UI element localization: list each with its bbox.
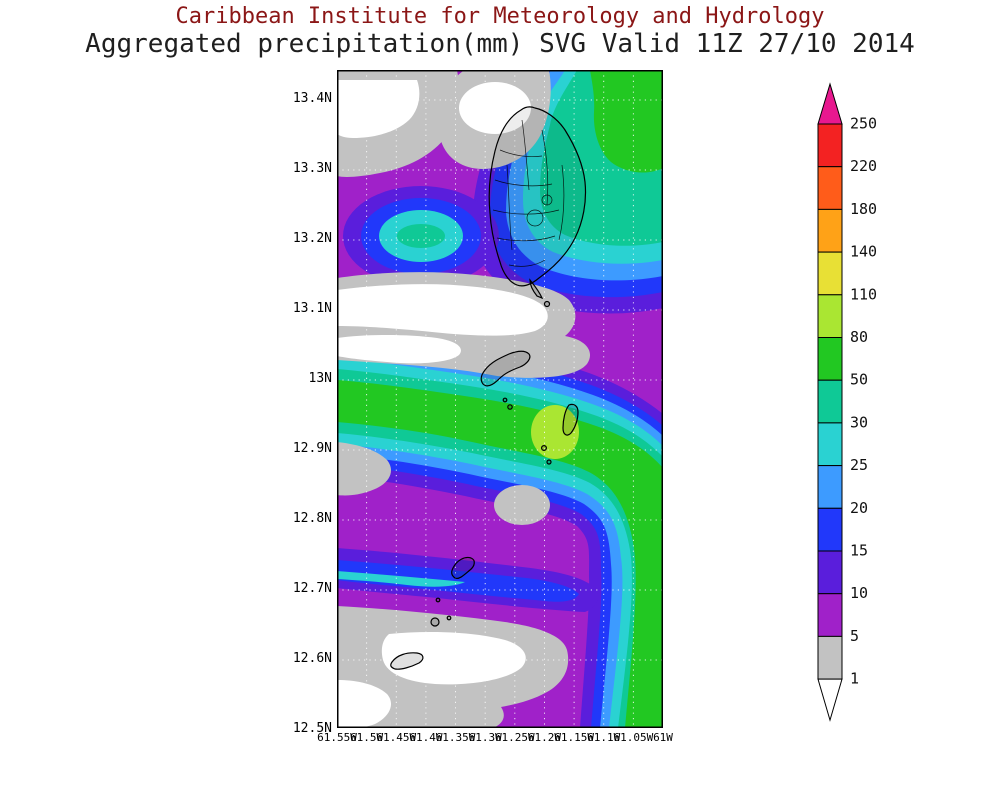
islet-north-mayreau <box>436 598 440 602</box>
lat-tick-label: 12.8N <box>274 511 332 526</box>
lon-tick-label: 61.25W <box>495 731 535 744</box>
page-title: Caribbean Institute for Meteorology and … <box>0 4 1000 30</box>
legend-segment <box>818 466 842 509</box>
islet-young-island <box>545 302 550 307</box>
lat-tick-label: 12.9N <box>274 441 332 456</box>
page-subtitle: Aggregated precipitation(mm) SVG Valid 1… <box>0 29 1000 59</box>
legend-segment <box>818 209 842 252</box>
lon-tick-label: 61W <box>653 731 673 744</box>
weather-map-screen: Caribbean Institute for Meteorology and … <box>0 0 1000 800</box>
precip-region-teal-west-lobe <box>397 224 445 248</box>
legend-label: 250 <box>850 115 877 133</box>
lon-tick-label: 61.35W <box>436 731 476 744</box>
legend-label: 180 <box>850 200 877 218</box>
lat-tick-label: 13.4N <box>274 91 332 106</box>
precipitation-map <box>337 70 663 728</box>
lat-tick-label: 13.3N <box>274 161 332 176</box>
legend-segment <box>818 594 842 637</box>
legend-segment <box>818 338 842 381</box>
legend-segment <box>818 508 842 551</box>
lon-tick-label: 61.4W <box>409 731 442 744</box>
lon-tick-label: 61.45W <box>376 731 416 744</box>
legend-label: 110 <box>850 285 877 303</box>
lon-tick-label: 61.1W <box>587 731 620 744</box>
legend-segment <box>818 636 842 679</box>
islet-tobago-cays <box>447 616 451 620</box>
legend-arrow-top <box>818 84 842 124</box>
legend-segment <box>818 551 842 594</box>
lat-tick-label: 13.2N <box>274 231 332 246</box>
color-legend: 250 220 180 140 110 80 50 30 25 20 15 10 5 1 <box>810 72 890 732</box>
legend-label: 15 <box>850 542 868 560</box>
legend-segment <box>818 380 842 423</box>
legend-label: 220 <box>850 157 877 175</box>
legend-label: 80 <box>850 328 868 346</box>
islet-petit-nevis <box>503 398 507 402</box>
legend-segment <box>818 167 842 210</box>
legend-label: 1 <box>850 670 859 688</box>
legend-label: 5 <box>850 627 859 645</box>
islet-savan <box>547 460 551 464</box>
islet-petit-mustique <box>542 446 547 451</box>
lat-tick-label: 13.1N <box>274 301 332 316</box>
lat-tick-label: 12.5N <box>274 721 332 736</box>
legend-segment <box>818 124 842 167</box>
lon-tick-label: 61.2W <box>528 731 561 744</box>
lat-tick-label: 12.6N <box>274 651 332 666</box>
lat-tick-label: 13N <box>274 371 332 386</box>
legend-label: 30 <box>850 413 868 431</box>
lon-tick-label: 61.15W <box>554 731 594 744</box>
legend-segment <box>818 295 842 338</box>
legend-label: 140 <box>850 243 877 261</box>
dry-region-gray-center-spot <box>494 485 550 525</box>
legend-segment <box>818 423 842 466</box>
legend-label: 10 <box>850 584 868 602</box>
lon-tick-label: 61.3W <box>469 731 502 744</box>
lon-tick-label: 61.05W <box>613 731 653 744</box>
legend-label: 25 <box>850 456 868 474</box>
lat-tick-label: 12.7N <box>274 581 332 596</box>
legend-label: 20 <box>850 499 868 517</box>
islet-quatre <box>508 405 512 409</box>
island-mayreau <box>431 618 439 626</box>
lon-tick-label: 61.5W <box>350 731 383 744</box>
legend-label: 50 <box>850 371 868 389</box>
legend-arrow-bottom <box>818 679 842 720</box>
legend-segment <box>818 252 842 295</box>
lon-tick-label: 61.55W <box>317 731 357 744</box>
